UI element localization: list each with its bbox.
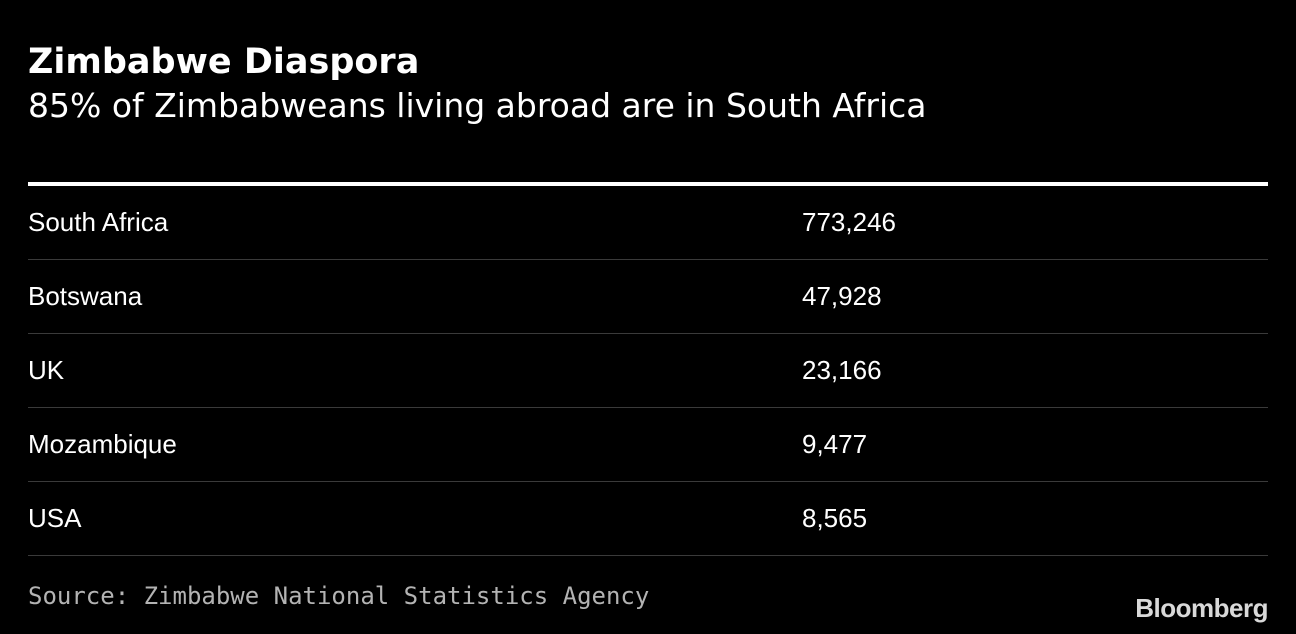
table-row: Botswana 47,928 <box>28 260 1268 334</box>
bloomberg-logo: Bloomberg <box>1135 593 1268 623</box>
chart-title: Zimbabwe Diaspora <box>28 42 420 82</box>
data-table: South Africa 773,246 Botswana 47,928 UK … <box>28 182 1268 556</box>
value-cell: 773,246 <box>802 207 896 237</box>
country-cell: USA <box>28 503 82 533</box>
source-note: Source: Zimbabwe National Statistics Age… <box>28 582 650 610</box>
table-top-rule <box>28 182 1268 186</box>
country-cell: Mozambique <box>28 429 177 459</box>
value-cell: 9,477 <box>802 429 868 459</box>
country-cell: UK <box>28 355 65 385</box>
table-row: Mozambique 9,477 <box>28 408 1268 482</box>
chart-subtitle: 85% of Zimbabweans living abroad are in … <box>28 86 927 125</box>
table-row: South Africa 773,246 <box>28 186 1268 260</box>
country-cell: Botswana <box>28 281 143 311</box>
value-cell: 23,166 <box>802 355 882 385</box>
country-cell: South Africa <box>28 207 169 237</box>
value-cell: 47,928 <box>802 281 882 311</box>
table-row: USA 8,565 <box>28 482 1268 556</box>
value-cell: 8,565 <box>802 503 868 533</box>
table-row: UK 23,166 <box>28 334 1268 408</box>
